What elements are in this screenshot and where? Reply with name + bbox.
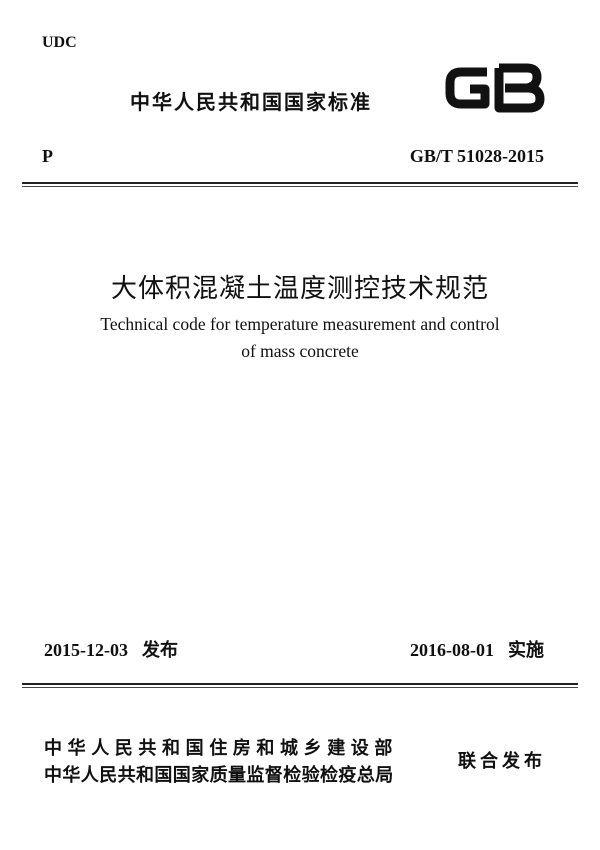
joint-issue-label: 联合发布 <box>458 751 546 771</box>
gb-logo <box>445 63 545 113</box>
gb-logo-g <box>445 67 490 109</box>
gb-logo-b <box>494 63 545 113</box>
title-english-line2: of mass concrete <box>241 341 359 361</box>
publish-label: 发布 <box>142 640 178 660</box>
publish-info: 2015-12-03 发布 <box>44 636 178 662</box>
standard-number: GB/T 51028-2015 <box>409 146 544 166</box>
classification-code: P <box>42 146 53 166</box>
implement-label: 实施 <box>508 640 544 660</box>
bottom-divider <box>22 683 578 688</box>
publish-date: 2015-12-03 <box>44 640 128 660</box>
title-chinese: 大体积混凝土温度测控技术规范 <box>110 274 489 303</box>
udc-label: UDC <box>42 34 77 51</box>
implement-date: 2016-08-01 <box>410 640 494 660</box>
implement-info: 2016-08-01 实施 <box>410 636 544 662</box>
issuer-ministry-housing: 中华人民共和国住房和城乡建设部 <box>44 738 398 758</box>
title-english-line1: Technical code for temperature measureme… <box>100 314 500 334</box>
country-standard-heading: 中华人民共和国国家标准 <box>130 92 372 114</box>
issuer-aqsiq: 中华人民共和国国家质量监督检验检疫总局 <box>44 765 394 785</box>
top-divider <box>22 182 578 187</box>
